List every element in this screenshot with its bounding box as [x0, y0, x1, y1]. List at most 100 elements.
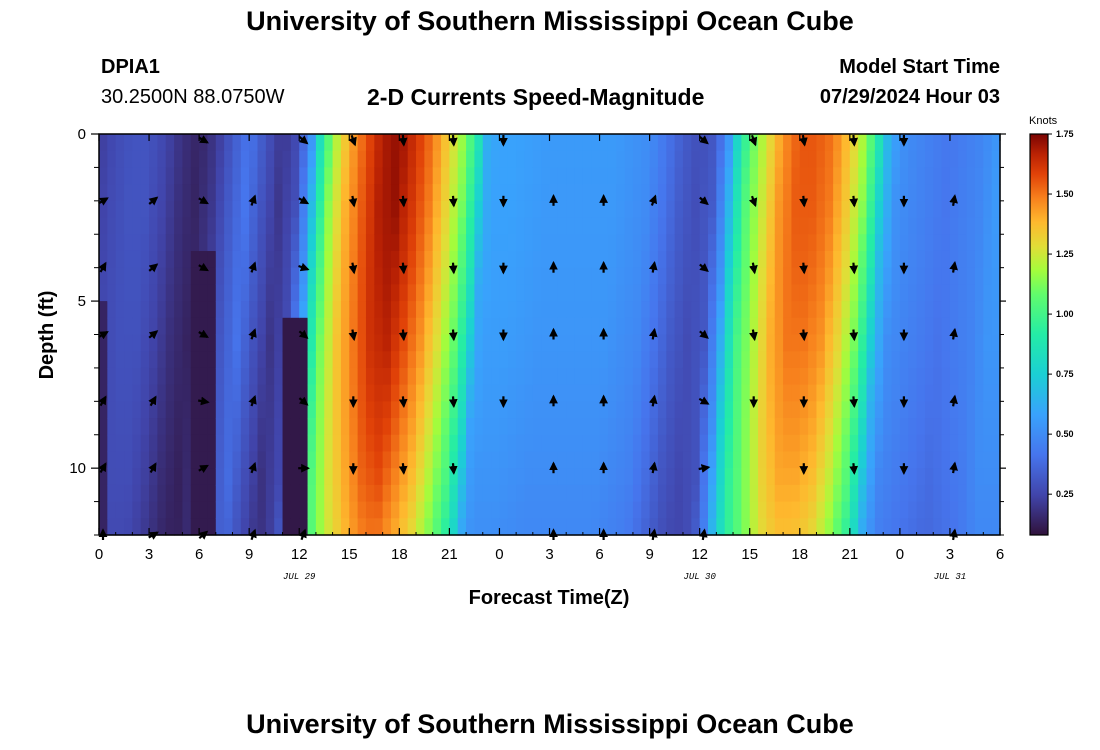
heatmap-cell: [332, 234, 342, 252]
heatmap-cell: [524, 384, 534, 402]
heatmap-cell: [140, 284, 150, 302]
heatmap-cell: [307, 150, 317, 169]
heatmap-cell: [649, 217, 659, 235]
heatmap-cell: [758, 451, 767, 469]
heatmap-cell: [499, 384, 509, 402]
heatmap-cell: [991, 284, 1001, 302]
heatmap-cell: [657, 418, 667, 436]
heatmap-cell: [924, 434, 934, 453]
heatmap-cell: [624, 334, 634, 352]
heatmap-cell: [766, 134, 776, 152]
heatmap-cell: [357, 384, 367, 402]
heatmap-cell: [549, 250, 559, 269]
heatmap-cell: [891, 301, 901, 319]
heatmap-cell: [274, 200, 284, 219]
heatmap-cell: [541, 134, 551, 152]
heatmap-cell: [699, 217, 709, 235]
current-arrow: [98, 331, 109, 340]
heatmap-cell: [749, 434, 759, 453]
heatmap-cell: [941, 317, 951, 336]
heatmap-cell: [499, 267, 509, 285]
heatmap-cell: [432, 451, 442, 469]
heatmap-cell: [816, 200, 826, 219]
heatmap-cell: [774, 401, 784, 419]
heatmap-cell: [140, 150, 150, 169]
heatmap-cell: [215, 184, 225, 202]
heatmap-cell: [474, 250, 484, 269]
heatmap-cell: [491, 367, 501, 386]
heatmap-cell: [449, 234, 459, 252]
heatmap-cell: [574, 267, 584, 285]
heatmap-cell: [374, 167, 384, 185]
heatmap-cell: [616, 384, 626, 402]
current-arrow: [699, 329, 709, 339]
heatmap-cell: [766, 401, 776, 419]
heatmap-cell: [274, 250, 284, 269]
heatmap-cell: [733, 267, 742, 285]
heatmap-cell: [307, 301, 317, 319]
heatmap-cell: [182, 484, 192, 503]
heatmap-cell: [424, 234, 434, 252]
heatmap-cell: [691, 384, 701, 402]
heatmap-cell: [566, 134, 576, 152]
heatmap-cell: [257, 301, 267, 319]
heatmap-cell: [841, 134, 851, 152]
heatmap-cell: [140, 234, 150, 252]
heatmap-cell: [315, 284, 325, 302]
heatmap-cell: [666, 401, 676, 419]
heatmap-cell: [849, 518, 859, 536]
heatmap-cell: [165, 418, 175, 436]
heatmap-cell: [908, 284, 918, 302]
heatmap-cell: [324, 200, 334, 219]
heatmap-cell: [791, 401, 801, 419]
heatmap-cell: [224, 401, 234, 419]
heatmap-cell: [124, 501, 133, 519]
heatmap-cell: [716, 384, 726, 402]
heatmap-cell: [232, 501, 242, 519]
heatmap-cell: [708, 200, 717, 219]
heatmap-cell: [574, 167, 584, 185]
heatmap-cell: [591, 167, 601, 185]
heatmap-cell: [607, 234, 617, 252]
heatmap-cell: [949, 384, 959, 402]
heatmap-cell: [983, 267, 993, 285]
heatmap-cell: [357, 250, 367, 269]
heatmap-cell: [649, 267, 659, 285]
heatmap-cell: [532, 234, 542, 252]
heatmap-cell: [541, 150, 551, 169]
heatmap-cell: [691, 451, 701, 469]
heatmap-cell: [657, 434, 667, 453]
heatmap-cell: [749, 401, 759, 419]
heatmap-cell: [140, 434, 150, 453]
heatmap-cell: [457, 384, 467, 402]
heatmap-cell: [549, 334, 559, 352]
heatmap-cell: [374, 384, 384, 402]
heatmap-cell: [282, 234, 292, 252]
heatmap-cell: [824, 150, 834, 169]
heatmap-cell: [949, 134, 959, 152]
heatmap-cell: [933, 451, 943, 469]
heatmap-cell: [958, 334, 968, 352]
heatmap-cell: [691, 518, 701, 536]
heatmap-cell: [190, 384, 200, 402]
heatmap-cell: [532, 334, 542, 352]
heatmap-cell: [165, 184, 175, 202]
heatmap-cell: [674, 384, 684, 402]
heatmap-cell: [949, 518, 959, 536]
heatmap-cell: [691, 250, 701, 269]
heatmap-cell: [474, 434, 484, 453]
heatmap-cell: [190, 184, 200, 202]
heatmap-cell: [849, 301, 859, 319]
heatmap-cell: [424, 334, 434, 352]
heatmap-cell: [916, 267, 926, 285]
heatmap-cell: [866, 501, 876, 519]
heatmap-cell: [290, 367, 300, 386]
heatmap-cell: [99, 367, 108, 386]
heatmap-cell: [716, 234, 726, 252]
heatmap-cell: [215, 250, 225, 269]
heatmap-cell: [140, 501, 150, 519]
heatmap-cell: [616, 284, 626, 302]
heatmap-cell: [474, 284, 484, 302]
heatmap-cell: [349, 401, 359, 419]
heatmap-cell: [340, 468, 350, 486]
